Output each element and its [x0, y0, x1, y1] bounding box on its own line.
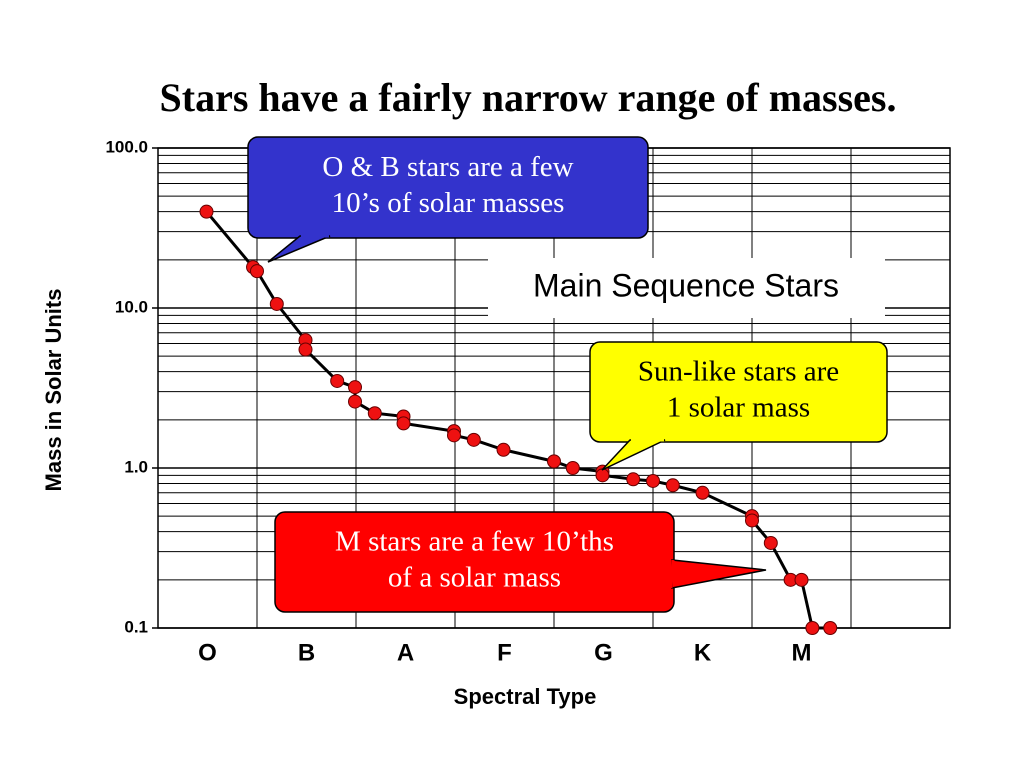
data-point: [466, 432, 481, 447]
data-point: [595, 468, 610, 483]
x-tick-label: F: [497, 639, 512, 666]
data-point: [330, 373, 345, 388]
callout-text: O & B stars are a few: [322, 151, 573, 183]
callout-text: of a solar mass: [388, 562, 561, 594]
data-point: [396, 416, 411, 431]
data-point: [763, 535, 778, 550]
data-point: [447, 428, 462, 443]
y-tick-label: 1.0: [124, 457, 148, 476]
data-point: [823, 621, 838, 635]
data-point: [348, 394, 363, 409]
data-point: [565, 461, 580, 475]
callout-joint: [669, 559, 675, 589]
data-point: [547, 454, 561, 469]
data-point: [348, 380, 363, 395]
chart-title: Stars have a fairly narrow range of mass…: [160, 75, 897, 120]
data-point: [269, 296, 284, 311]
callout-pointer: [601, 439, 666, 471]
legend-label: Main Sequence Stars: [533, 267, 839, 303]
data-point: [250, 264, 264, 279]
data-point: [646, 473, 660, 488]
y-axis-label: Mass in Solar Units: [41, 289, 66, 492]
data-point: [298, 342, 313, 357]
data-point: [695, 485, 710, 500]
data-point: [199, 204, 214, 219]
callout-box: [247, 136, 649, 239]
data-point: [496, 442, 511, 457]
data-point: [794, 572, 809, 587]
callout-text: 10’s of solar masses: [332, 187, 565, 219]
x-tick-label: G: [594, 639, 613, 666]
callout-text: Sun-like stars are: [638, 356, 839, 388]
callout-text: M stars are a few 10’ths: [335, 526, 614, 558]
data-point: [367, 406, 382, 421]
x-tick-label: O: [198, 639, 217, 666]
callout-pointer: [267, 235, 331, 263]
data-point: [665, 478, 680, 493]
data-point: [745, 513, 759, 528]
x-tick-label: B: [298, 639, 315, 666]
data-point: [626, 472, 641, 487]
legend-box: [488, 258, 885, 318]
y-tick-label: 0.1: [124, 617, 148, 636]
x-tick-label: A: [397, 639, 414, 666]
y-tick-label: 10.0: [115, 297, 148, 316]
data-point: [805, 621, 820, 635]
callout-text: 1 solar mass: [667, 392, 810, 424]
y-tick-label: 100.0: [105, 137, 148, 156]
x-axis-label: Spectral Type: [454, 684, 597, 709]
callout-box: [589, 341, 888, 443]
x-tick-label: M: [792, 639, 812, 666]
x-tick-label: K: [694, 639, 712, 666]
